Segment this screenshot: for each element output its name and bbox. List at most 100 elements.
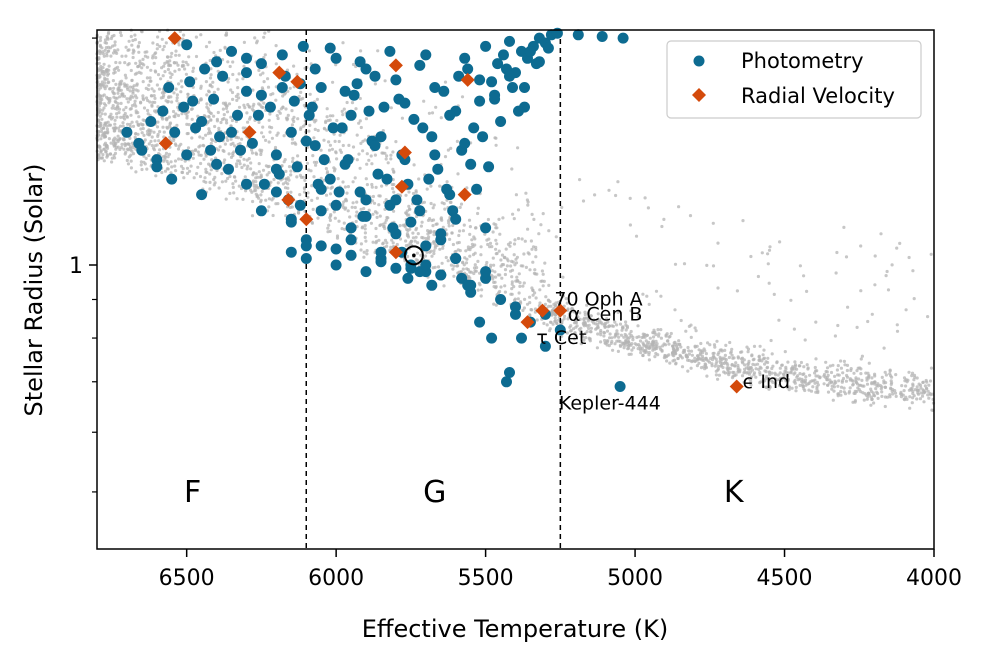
background-star	[398, 224, 402, 228]
background-star	[401, 223, 405, 227]
background-star	[716, 241, 720, 245]
photometry-point	[351, 78, 363, 90]
background-star	[870, 381, 874, 385]
background-star	[308, 123, 312, 127]
background-star	[895, 329, 900, 333]
background-star	[102, 135, 106, 139]
background-star	[252, 183, 256, 188]
background-star	[363, 223, 367, 228]
background-star	[350, 205, 354, 209]
photometry-point	[408, 113, 420, 125]
background-star	[494, 247, 498, 251]
background-star	[341, 203, 345, 207]
background-star	[341, 143, 345, 148]
background-star	[258, 103, 262, 107]
background-star	[900, 384, 904, 388]
background-star	[513, 263, 517, 267]
background-star	[122, 147, 126, 151]
background-star	[257, 162, 261, 166]
background-star	[453, 250, 457, 254]
background-star	[544, 295, 548, 299]
background-star	[114, 82, 118, 86]
photometry-point	[483, 161, 495, 173]
photometry-point	[480, 222, 492, 234]
photometry-point	[345, 249, 357, 261]
photometry-point	[166, 173, 178, 185]
background-star	[750, 353, 754, 357]
photometry-point	[507, 82, 518, 93]
background-star	[141, 57, 145, 62]
background-star	[689, 335, 693, 339]
background-star	[758, 373, 762, 377]
background-star	[106, 37, 110, 41]
photometry-point	[426, 279, 438, 291]
background-star	[908, 395, 912, 399]
background-star	[314, 118, 318, 122]
background-star	[468, 276, 472, 280]
background-star	[257, 120, 261, 124]
background-star	[712, 356, 717, 360]
photometry-point	[471, 183, 483, 195]
background-star	[284, 169, 288, 173]
background-star	[161, 74, 165, 78]
background-star	[432, 233, 436, 237]
background-star	[121, 124, 125, 128]
background-star	[152, 89, 156, 93]
background-star	[299, 97, 303, 101]
background-star	[286, 89, 290, 93]
background-star	[408, 227, 412, 231]
photometry-point	[441, 183, 453, 195]
background-star	[911, 391, 915, 396]
background-star	[315, 97, 319, 101]
background-star	[355, 158, 359, 162]
background-star	[337, 219, 341, 223]
background-star	[872, 393, 876, 397]
background-star	[702, 347, 706, 351]
background-star	[711, 351, 715, 356]
photometry-point	[411, 194, 423, 206]
background-star	[249, 188, 253, 192]
background-star	[636, 347, 640, 351]
background-star	[231, 97, 235, 101]
background-star	[858, 366, 862, 370]
background-star	[518, 281, 522, 285]
background-star	[548, 320, 553, 324]
background-star	[693, 356, 697, 360]
background-star	[113, 136, 117, 140]
photometry-point	[354, 56, 366, 68]
background-star	[108, 152, 112, 156]
background-star	[869, 389, 874, 393]
background-star	[186, 92, 190, 96]
background-star	[629, 309, 633, 313]
background-star	[104, 46, 108, 50]
background-star	[573, 331, 577, 335]
background-star	[516, 208, 521, 212]
background-star	[588, 330, 593, 334]
background-star	[358, 119, 362, 123]
background-star	[225, 110, 230, 114]
background-star	[169, 160, 173, 164]
background-star	[271, 213, 275, 218]
photometry-point	[519, 82, 530, 93]
photometry-point	[501, 376, 512, 388]
background-star	[311, 207, 315, 211]
background-star	[836, 364, 840, 368]
background-star	[844, 379, 849, 383]
background-star	[174, 53, 178, 57]
background-star	[533, 291, 537, 295]
plot-frame	[96, 29, 935, 550]
background-star	[813, 381, 817, 385]
background-star	[113, 151, 118, 155]
background-star	[786, 360, 790, 364]
background-star	[328, 114, 332, 118]
background-star	[792, 372, 796, 376]
background-star	[882, 346, 886, 350]
background-star	[587, 336, 591, 340]
background-star	[119, 101, 123, 105]
background-star	[128, 146, 132, 150]
background-star	[789, 298, 793, 302]
background-star	[150, 104, 154, 108]
background-star	[118, 147, 122, 151]
background-star	[236, 86, 240, 90]
background-star	[616, 332, 620, 336]
